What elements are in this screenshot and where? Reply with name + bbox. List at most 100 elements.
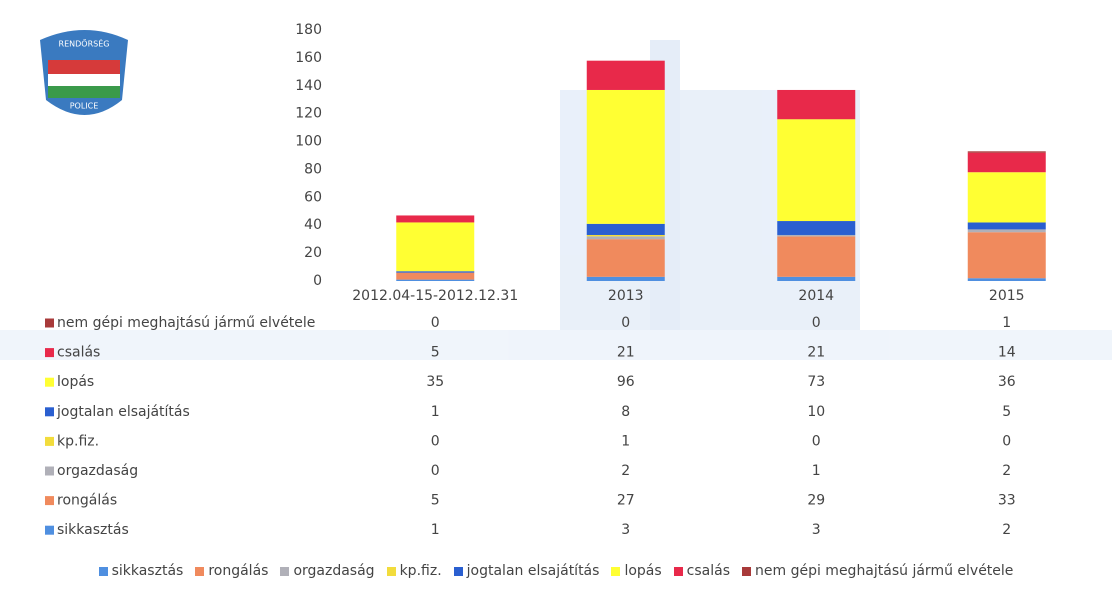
bar-segment [396, 215, 475, 223]
x-tick-label: 2012.04-15-2012.12.31 [352, 288, 518, 304]
table-cell: 21 [807, 345, 825, 361]
table-swatch [45, 436, 54, 446]
legend: sikkasztás rongálás orgazdaság kp.fiz. jogta… [0, 563, 1112, 579]
table-cell: 2 [1002, 522, 1011, 538]
table-row-label: sikkasztás [57, 522, 129, 538]
table-cell: 3 [621, 522, 630, 538]
table-swatch [45, 377, 54, 387]
table-swatch [45, 466, 54, 476]
x-tick-label: 2014 [798, 288, 834, 304]
bar-segment [396, 279, 475, 281]
table-cell: 0 [431, 463, 440, 479]
table-row-label: orgazdaság [57, 463, 138, 479]
bar-segment [967, 152, 1046, 173]
legend-label: jogtalan elsajátítás [466, 563, 600, 579]
table-swatch [45, 318, 54, 328]
legend-swatch [611, 566, 621, 576]
bar-segment [396, 271, 475, 273]
table-cell: 2 [1002, 463, 1011, 479]
bar-segment [777, 221, 856, 235]
table-swatch [45, 496, 54, 506]
table-cell: 1 [621, 433, 630, 449]
legend-item: lopás [611, 563, 662, 579]
background [0, 40, 1112, 360]
bar-segment [586, 89, 665, 224]
table-cell: 73 [807, 374, 825, 390]
table-cell: 1 [431, 522, 440, 538]
bar-segment [586, 236, 665, 240]
legend-swatch [673, 566, 683, 576]
table-cell: 8 [621, 404, 630, 420]
y-tick-label: 80 [304, 161, 322, 177]
table-cell: 2 [621, 463, 630, 479]
table-cell: 5 [431, 493, 440, 509]
bar-segment [967, 172, 1046, 223]
logo: RENDŐRSÉG POLICE [40, 30, 128, 115]
bar-segment [777, 119, 856, 222]
legend-item: orgazdaság [280, 563, 375, 579]
table-cell: 0 [812, 433, 821, 449]
bar-segment [777, 234, 856, 237]
bar-segment [967, 222, 1046, 230]
table-cell: 3 [812, 522, 821, 538]
legend-swatch [195, 566, 205, 576]
y-tick-label: 60 [304, 189, 322, 205]
y-tick-label: 40 [304, 217, 322, 233]
bar-segment [586, 234, 665, 237]
legend-label: lopás [624, 563, 662, 579]
bar-segment [777, 89, 856, 120]
table-cell: 29 [807, 493, 825, 509]
table-cell: 36 [998, 374, 1016, 390]
legend-label: kp.fiz. [399, 563, 442, 579]
bar-segment [967, 229, 1046, 233]
bar-segment [967, 232, 1046, 279]
legend-label: nem gépi meghajtású jármű elvétele [755, 563, 1014, 579]
table-row-label: lopás [57, 374, 94, 390]
table-row-label: kp.fiz. [57, 433, 99, 449]
bar-segment [396, 272, 475, 280]
table-cell: 1 [812, 463, 821, 479]
x-tick-label: 2013 [608, 288, 644, 304]
legend-swatch [280, 566, 290, 576]
bar-segment [967, 151, 1046, 153]
logo-top: RENDŐRSÉG [59, 38, 110, 49]
table-cell: 0 [431, 433, 440, 449]
y-tick-label: 0 [313, 273, 322, 289]
bar-segment [586, 60, 665, 90]
legend-swatch [386, 566, 396, 576]
bar-segment [967, 278, 1046, 281]
table-cell: 0 [812, 315, 821, 331]
table-cell: 0 [621, 315, 630, 331]
legend-item: rongálás [195, 563, 268, 579]
table-cell: 35 [426, 374, 444, 390]
table-cell: 5 [431, 345, 440, 361]
legend-item: kp.fiz. [386, 563, 442, 579]
table-swatch [45, 407, 54, 417]
table-cell: 14 [998, 345, 1016, 361]
y-tick-label: 180 [295, 22, 322, 38]
legend-swatch [742, 566, 751, 576]
x-tick-label: 2015 [989, 288, 1025, 304]
y-tick-label: 160 [295, 50, 322, 66]
table-cell: 0 [1002, 433, 1011, 449]
table-cell: 21 [617, 345, 635, 361]
table-cell: 96 [617, 374, 635, 390]
table-cell: 1 [1002, 315, 1011, 331]
bar-segment [586, 276, 665, 281]
bar-segment [777, 236, 856, 277]
y-tick-label: 20 [304, 245, 322, 261]
logo-bottom: POLICE [70, 102, 99, 111]
legend-label: rongálás [208, 563, 269, 579]
bar-segment [586, 239, 665, 277]
y-tick-label: 100 [295, 134, 322, 150]
table-cell: 27 [617, 493, 635, 509]
table-cell: 0 [431, 315, 440, 331]
table-cell: 5 [1002, 404, 1011, 420]
bar-segment [586, 223, 665, 235]
table-row-label: nem gépi meghajtású jármű elvétele [57, 315, 315, 331]
legend-item: csalás [673, 563, 730, 579]
legend-swatch [453, 566, 463, 576]
legend-label: csalás [686, 563, 730, 579]
bar-segment [777, 276, 856, 281]
